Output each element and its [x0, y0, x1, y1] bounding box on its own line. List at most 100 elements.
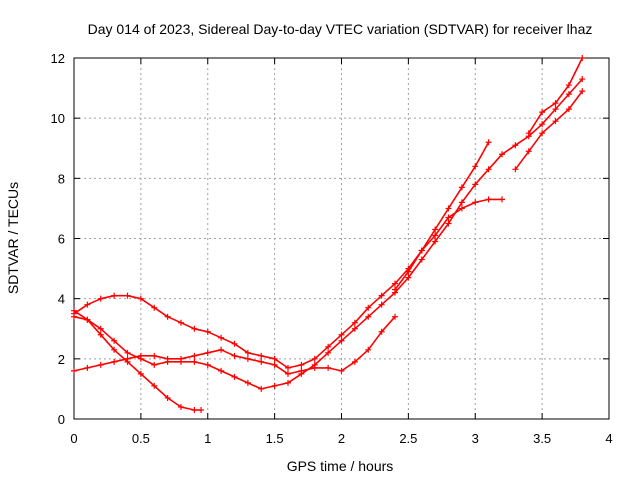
data-point — [124, 292, 131, 299]
data-point — [137, 355, 144, 362]
data-point — [298, 370, 305, 377]
data-point — [392, 313, 398, 320]
y-tick-label: 8 — [58, 171, 65, 186]
data-point — [458, 184, 465, 191]
x-tick-label: 0.5 — [132, 431, 150, 446]
data-point — [485, 196, 492, 203]
data-point — [392, 286, 398, 293]
data-point — [191, 406, 198, 413]
data-point — [365, 304, 372, 311]
data-point — [325, 364, 332, 371]
data-point — [579, 88, 586, 95]
y-tick-label: 10 — [51, 111, 65, 126]
data-point — [271, 361, 278, 368]
data-point — [231, 373, 238, 380]
data-point — [325, 343, 332, 350]
data-point — [111, 292, 118, 299]
data-point — [218, 346, 225, 353]
data-point — [111, 337, 118, 344]
data-point — [392, 280, 398, 287]
data-series — [71, 55, 586, 413]
data-point — [285, 364, 291, 371]
data-point — [258, 352, 265, 359]
data-point — [84, 364, 91, 371]
data-point — [525, 130, 532, 137]
data-point — [84, 316, 91, 323]
x-tick-label: 4 — [605, 431, 612, 446]
data-point — [164, 394, 171, 401]
data-point — [539, 121, 546, 128]
data-point — [97, 325, 104, 332]
data-point — [271, 382, 278, 389]
data-point — [244, 379, 251, 386]
data-point — [432, 238, 439, 245]
data-point — [552, 106, 559, 113]
data-point — [378, 292, 385, 299]
x-tick-label: 2.5 — [399, 431, 417, 446]
x-tick-label: 1.5 — [266, 431, 284, 446]
series-line — [514, 90, 584, 171]
series-line — [394, 141, 490, 291]
data-point — [124, 355, 131, 362]
data-point — [525, 148, 532, 155]
data-point — [325, 349, 332, 356]
data-point — [472, 199, 479, 206]
data-point — [298, 361, 305, 368]
series-line — [73, 309, 202, 411]
data-point — [351, 325, 358, 332]
data-point — [512, 142, 519, 149]
data-point — [191, 325, 198, 332]
data-point — [445, 205, 452, 212]
y-tick-label: 6 — [58, 232, 65, 247]
data-point — [111, 358, 118, 365]
data-point — [552, 100, 559, 107]
data-point — [285, 370, 291, 377]
data-point — [311, 355, 318, 362]
y-tick-label: 12 — [51, 51, 65, 66]
data-point — [137, 370, 144, 377]
data-point — [311, 361, 318, 368]
data-point — [204, 328, 211, 335]
data-point — [565, 91, 572, 98]
data-point — [244, 349, 251, 356]
data-point — [458, 205, 465, 212]
data-point — [285, 379, 291, 386]
data-point — [499, 151, 505, 158]
data-point — [418, 247, 425, 254]
x-tick-label: 3.5 — [533, 431, 551, 446]
data-point — [405, 274, 412, 281]
data-point — [204, 361, 211, 368]
data-point — [539, 130, 546, 137]
x-tick-label: 3 — [472, 431, 479, 446]
data-point — [432, 226, 439, 233]
data-point — [71, 307, 77, 314]
data-point — [124, 349, 131, 356]
data-point — [378, 301, 385, 308]
data-point — [512, 166, 519, 173]
data-point — [97, 295, 104, 302]
series-track-6 — [512, 88, 586, 173]
x-tick-label: 2 — [338, 431, 345, 446]
data-point — [178, 358, 184, 365]
data-point — [499, 196, 505, 203]
data-point — [378, 328, 385, 335]
data-point — [338, 367, 345, 374]
data-point — [151, 304, 158, 311]
data-point — [365, 313, 372, 320]
data-point — [178, 403, 184, 410]
data-point — [191, 358, 198, 365]
y-tick-label: 4 — [58, 292, 65, 307]
data-point — [405, 268, 412, 275]
series-line — [73, 78, 584, 390]
axis-ticks: 0 0.5 1 1.5 2 2.5 3 3.5 4 0 2 4 6 8 10 12 — [51, 51, 613, 446]
data-point — [164, 313, 171, 320]
data-point — [579, 55, 586, 61]
data-point — [485, 166, 492, 173]
data-point — [204, 349, 211, 356]
data-point — [97, 331, 104, 338]
data-point — [338, 331, 345, 338]
data-point — [472, 163, 479, 170]
chart-title: Day 014 of 2023, Sidereal Day-to-day VTE… — [88, 21, 593, 37]
data-point — [338, 337, 345, 344]
data-point — [151, 352, 158, 359]
